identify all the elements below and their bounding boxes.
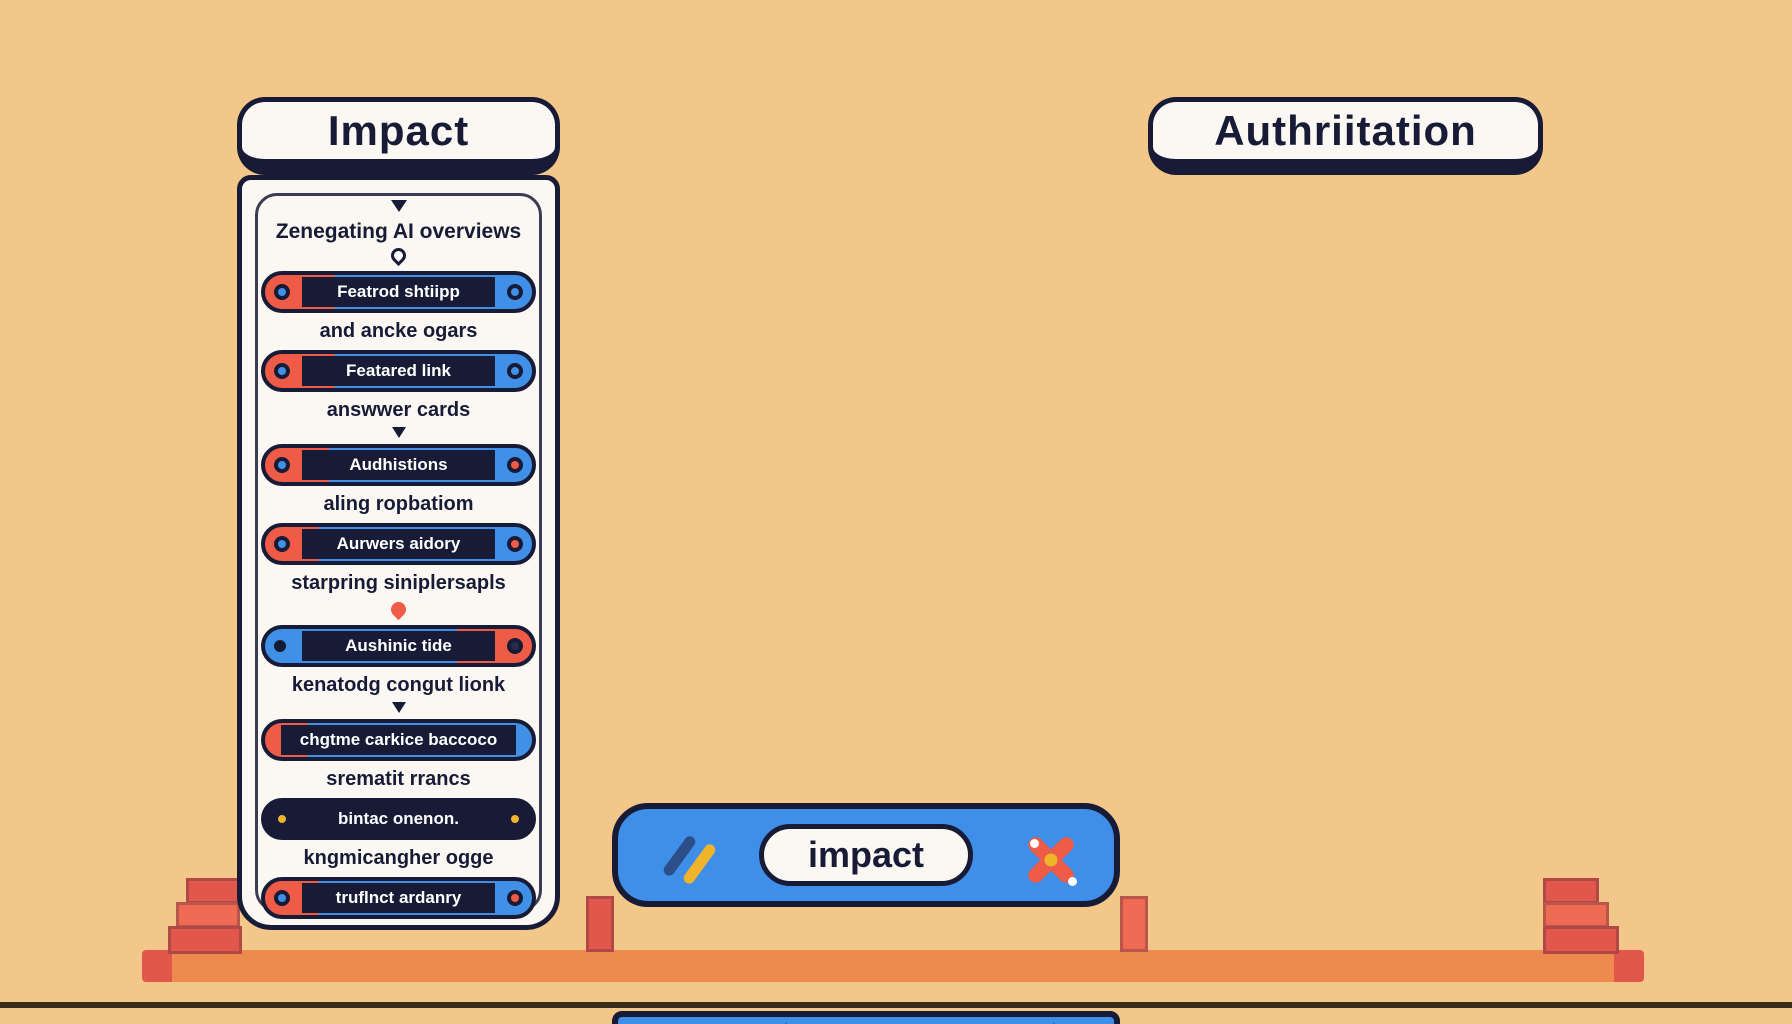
feature-pill[interactable]: truflnct ardanry — [260, 877, 537, 919]
pedestal-step — [1543, 926, 1619, 954]
pill-caption: kngmicangher ogge — [303, 847, 494, 869]
left-intro-text: Zenegating AI overviews — [275, 220, 522, 243]
feature-pill[interactable]: Aushinic tide — [260, 625, 537, 667]
left-panel-title: Impact — [327, 106, 470, 154]
pedestal-step — [1543, 902, 1609, 928]
network-diagram — [618, 1017, 1120, 1024]
pill-label: Featared link — [302, 356, 495, 386]
pill-dot-icon — [273, 811, 290, 827]
middle-header-bar: impact — [612, 803, 1120, 907]
pill-label: truflnct ardanry — [302, 883, 495, 913]
close-icon[interactable] — [1022, 831, 1080, 889]
pill-label: Aurwers aidory — [302, 529, 495, 559]
pill-caption: and ancke ogars — [319, 320, 478, 342]
left-panel: Zenegating AI overviews Featrod shtiipp … — [237, 175, 560, 930]
pill-dot-icon — [273, 457, 290, 473]
pedestal-step — [168, 926, 242, 954]
pedestal-step — [586, 896, 614, 952]
slash-icon — [661, 833, 724, 889]
feature-pill[interactable]: bintac onenon. — [260, 798, 537, 840]
connector-arrow-icon — [391, 427, 406, 438]
pill-dot-icon — [507, 638, 524, 654]
feature-pill[interactable]: Featrod shtiipp — [260, 271, 537, 313]
pill-dot-icon — [507, 457, 524, 473]
left-panel-title-card: Impact — [237, 97, 560, 175]
pill-label: bintac onenon. — [338, 809, 459, 828]
pill-label: Audhistions — [302, 450, 495, 480]
pedestal-step — [176, 902, 240, 928]
feature-pill[interactable]: Featared link — [260, 350, 537, 392]
pill-dot-icon — [507, 536, 524, 552]
pill-dot-icon — [273, 284, 290, 300]
pill-caption: srematit rrancs — [326, 768, 471, 790]
feature-pill[interactable]: Aurwers aidory — [260, 523, 537, 565]
pill-dot-icon — [507, 284, 524, 300]
pill-dot-icon — [273, 890, 290, 906]
pedestal-step — [1543, 878, 1599, 904]
droplet-icon — [387, 598, 410, 621]
pill-caption: starpring siniplersapls — [291, 572, 506, 594]
pill-dot-icon — [507, 363, 524, 379]
pedestal-step — [186, 878, 240, 904]
feature-pill[interactable]: Audhistions — [260, 444, 537, 486]
pill-dot-icon — [507, 811, 524, 827]
feature-pill[interactable]: chgtme carkice baccoco — [260, 719, 537, 761]
droplet-icon — [387, 244, 410, 267]
pill-label: Featrod shtiipp — [302, 277, 495, 307]
middle-title-pill[interactable]: impact — [758, 824, 974, 886]
pill-label: chgtme carkice baccoco — [280, 725, 517, 755]
pill-dot-icon — [273, 363, 290, 379]
pill-caption: answwer cards — [326, 399, 471, 421]
right-panel-title: Authriitation — [1214, 106, 1477, 154]
connector-arrow-icon — [391, 702, 406, 713]
pill-caption: kenatodg congut lionk — [291, 674, 506, 696]
right-panel-title-card: Authriitation — [1148, 97, 1543, 175]
pill-label: Aushinic tide — [302, 631, 495, 661]
pill-dot-icon — [507, 890, 524, 906]
middle-panel: shaehi cindk ☠ — [612, 1011, 1120, 1024]
base-bar — [142, 950, 1644, 982]
pill-dot-icon — [273, 536, 290, 552]
pedestal-step — [1120, 896, 1148, 952]
middle-title: impact — [807, 834, 925, 875]
pill-caption: aling ropbatiom — [323, 493, 474, 515]
connector-arrow-icon — [390, 200, 407, 212]
ground-line — [0, 1002, 1792, 1008]
pill-dot-icon — [273, 640, 286, 652]
